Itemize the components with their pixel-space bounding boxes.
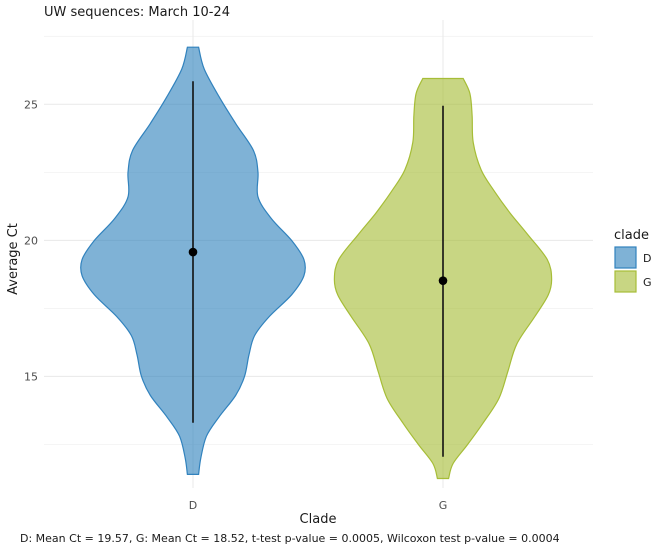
legend: clade DG [614,228,652,293]
y-tick-label: 20 [24,234,38,247]
y-tick-label: 15 [24,370,38,383]
legend-label-G: G [643,276,652,289]
x-tick-label: G [439,499,448,512]
mean-point-D [188,247,198,257]
y-axis-label: Average Ct [6,223,21,295]
x-axis-label: Clade [300,512,337,527]
y-tick-label: 25 [24,98,38,111]
legend-key-G [614,270,637,293]
chart-title: UW sequences: March 10-24 [44,5,230,20]
legend-key-D [614,246,637,269]
violins [80,46,553,480]
y-axis-ticks: 15 20 25 [24,98,38,383]
mean-point-G [438,276,448,285]
legend-title: clade [614,228,649,243]
x-tick-label: D [189,499,197,512]
legend-label-D: D [643,252,651,265]
caption: D: Mean Ct = 19.57, G: Mean Ct = 18.52, … [20,532,560,545]
